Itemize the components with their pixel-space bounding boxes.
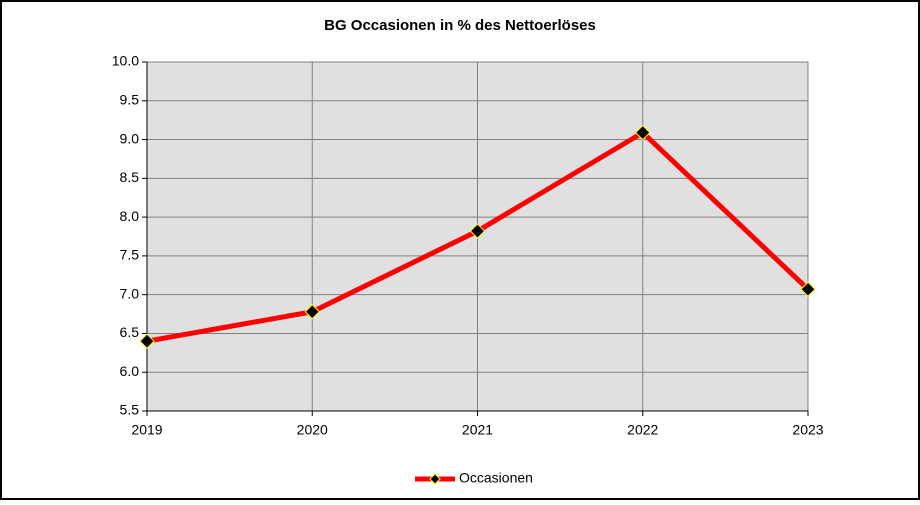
y-tick-label: 7.5	[120, 247, 140, 263]
y-tick-label: 9.5	[120, 91, 140, 107]
marker	[304, 304, 320, 320]
y-tick-label: 8.0	[120, 208, 140, 224]
x-tick-label: 2023	[792, 422, 823, 438]
y-tick-label: 6.5	[120, 324, 140, 340]
x-tick-label: 2020	[297, 422, 328, 438]
x-tick-label: 2021	[462, 422, 493, 438]
marker	[800, 281, 816, 297]
y-tick-label: 6.0	[120, 363, 140, 379]
y-tick-label: 9.0	[120, 130, 140, 146]
chart-title: BG Occasionen in % des Nettoerlöses	[324, 17, 596, 34]
x-tick-label: 2019	[131, 422, 162, 438]
y-tick-label: 7.0	[120, 285, 140, 301]
marker	[139, 333, 155, 349]
y-tick-label: 10.0	[112, 53, 139, 69]
marker	[469, 223, 486, 239]
marker	[635, 124, 651, 141]
legend-marker	[429, 473, 441, 485]
y-tick-label: 5.5	[120, 402, 140, 418]
y-tick-label: 8.5	[120, 169, 140, 185]
x-tick-label: 2022	[627, 422, 658, 438]
legend-label: Occasionen	[459, 470, 533, 486]
